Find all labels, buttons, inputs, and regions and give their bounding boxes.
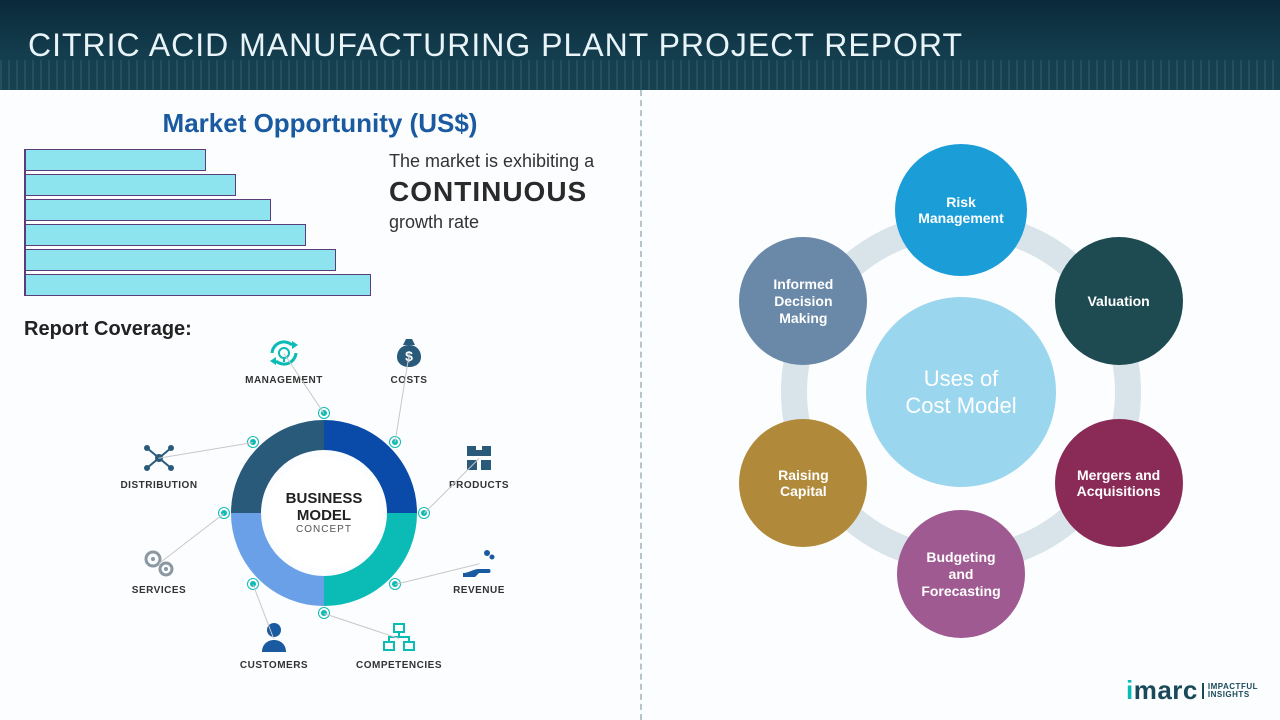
market-bar-chart <box>24 149 371 296</box>
right-panel: Uses ofCost Model RiskManagementValuatio… <box>640 90 1280 720</box>
cost-model-node: BudgetingandForecasting <box>897 510 1025 638</box>
coverage-item-label: REVENUE <box>424 585 534 596</box>
coverage-diagram: BUSINESS MODEL CONCEPT MANAGEMENT $COSTS P… <box>24 333 616 663</box>
market-opportunity-title: Market Opportunity (US$) <box>24 108 616 139</box>
bm-line2: MODEL <box>286 508 363 525</box>
brand-logo: imarc IMPACTFUL INSIGHTS <box>1126 675 1258 706</box>
cost-model-node: RiskManagement <box>895 144 1027 276</box>
tagline2: INSIGHTS <box>1208 690 1250 699</box>
header-banner: CITRIC ACID MANUFACTURING PLANT PROJECT … <box>0 0 1280 90</box>
coverage-item-label: SERVICES <box>104 585 214 596</box>
cost-model-node: InformedDecisionMaking <box>739 237 867 365</box>
growth-text: The market is exhibiting a CONTINUOUS gr… <box>389 149 616 296</box>
coverage-item-services: SERVICES <box>104 543 214 596</box>
business-model-center: BUSINESS MODEL CONCEPT <box>286 491 363 535</box>
market-bar <box>26 199 271 221</box>
coverage-item-management: MANAGEMENT <box>229 333 339 386</box>
content-area: Market Opportunity (US$) The market is e… <box>0 90 1280 720</box>
coverage-item-revenue: REVENUE <box>424 543 534 596</box>
market-row: The market is exhibiting a CONTINUOUS gr… <box>24 149 616 296</box>
left-panel: Market Opportunity (US$) The market is e… <box>0 90 640 720</box>
market-bar <box>26 249 336 271</box>
brand-name: imarc <box>1126 675 1198 706</box>
growth-line3: growth rate <box>389 212 616 233</box>
coverage-item-label: PRODUCTS <box>424 480 534 491</box>
coverage-item-costs: $COSTS <box>354 333 464 386</box>
coverage-item-label: CUSTOMERS <box>219 660 329 671</box>
page-title: CITRIC ACID MANUFACTURING PLANT PROJECT … <box>28 27 963 64</box>
growth-line1: The market is exhibiting a <box>389 151 616 172</box>
brand-tagline: IMPACTFUL INSIGHTS <box>1202 683 1258 699</box>
cost-model-node: Mergers andAcquisitions <box>1055 419 1183 547</box>
market-bar <box>26 274 371 296</box>
coverage-item-label: DISTRIBUTION <box>104 480 214 491</box>
cost-model-diagram: Uses ofCost Model RiskManagementValuatio… <box>691 122 1231 662</box>
cost-model-node: Valuation <box>1055 237 1183 365</box>
coverage-item-label: COMPETENCIES <box>344 660 454 671</box>
growth-big: CONTINUOUS <box>389 176 616 208</box>
market-bar <box>26 174 236 196</box>
coverage-item-customers: CUSTOMERS <box>219 618 329 671</box>
coverage-item-distribution: DISTRIBUTION <box>104 438 214 491</box>
coverage-item-label: COSTS <box>354 375 464 386</box>
market-bar <box>26 224 306 246</box>
cost-model-node: RaisingCapital <box>739 419 867 547</box>
coverage-item-label: MANAGEMENT <box>229 375 339 386</box>
market-bar <box>26 149 206 171</box>
radial-center: Uses ofCost Model <box>866 297 1056 487</box>
coverage-item-products: PRODUCTS <box>424 438 534 491</box>
bm-line3: CONCEPT <box>286 524 363 535</box>
bm-line1: BUSINESS <box>286 491 363 508</box>
